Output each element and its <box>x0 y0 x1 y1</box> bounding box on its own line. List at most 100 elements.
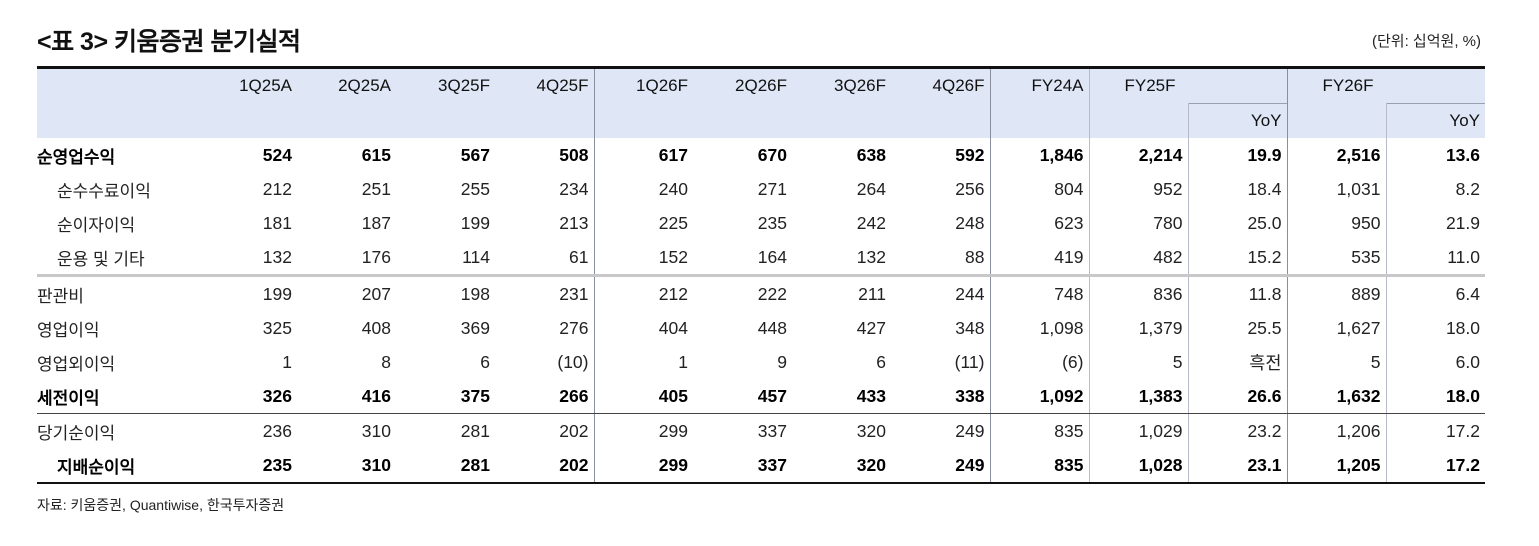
cell-value: 26.6 <box>1188 379 1288 414</box>
cell-value: 248 <box>891 206 991 240</box>
cell-value: 889 <box>1287 275 1387 311</box>
cell-value: 299 <box>594 448 693 484</box>
header-blank <box>37 66 198 104</box>
cell-value: 457 <box>693 379 792 414</box>
cell-value: 213 <box>495 206 595 240</box>
cell-value: 1,028 <box>1089 448 1189 484</box>
cell-value: 748 <box>990 275 1090 311</box>
cell-value: 1,092 <box>990 379 1090 414</box>
col-header: 3Q26F <box>792 66 891 104</box>
col-header: 3Q25F <box>396 66 495 104</box>
cell-value: 222 <box>757 283 787 304</box>
cell-value: 950 <box>1287 206 1387 240</box>
row-label: 영업외이익 <box>37 354 116 374</box>
cell-value: 132 <box>198 240 297 277</box>
cell-value: 18.0 <box>1386 379 1485 414</box>
cell-value: 61 <box>495 240 595 277</box>
cell-value: 508 <box>495 138 595 172</box>
col-header: FY24A <box>990 66 1090 104</box>
cell-value: 592 <box>891 138 991 172</box>
cell-value: 242 <box>856 212 886 233</box>
cell-value: 326 <box>198 379 297 414</box>
cell-value: 176 <box>297 240 396 277</box>
cell-value: 흑전 <box>1188 345 1288 379</box>
cell-value: 1,379 <box>1089 311 1189 345</box>
col-header-yoy: YoY <box>1386 103 1485 138</box>
row-label: 세전이익 <box>37 379 198 414</box>
cell-value: 348 <box>891 311 991 345</box>
cell-value: 320 <box>792 448 891 484</box>
cell-value: 187 <box>361 212 391 233</box>
cell-value: 244 <box>891 275 991 311</box>
cell-value: 249 <box>891 448 991 484</box>
cell-value: 6 <box>876 351 886 372</box>
cell-value: 255 <box>460 178 490 199</box>
cell-value: 23.2 <box>1188 413 1288 448</box>
cell-value: 152 <box>594 240 693 277</box>
cell-value: 638 <box>856 144 886 165</box>
cell-value: 419 <box>990 240 1090 277</box>
header-row: 1Q25A 2Q25A 3Q25F 4Q25F 1Q26F 2Q26F 3Q26… <box>37 66 1485 104</box>
cell-value: 132 <box>792 240 891 277</box>
table-row: 순수수료이익 212 251 255 234 240 271 264 256 804 952 18.4… <box>37 172 1485 206</box>
table-row: 영업이익 325 408 369 276 404 448 427 348 1,098 1,379 25… <box>37 311 1485 345</box>
cell-value: 249 <box>891 413 991 448</box>
cell-value: 670 <box>757 144 787 165</box>
cell-value: 236 <box>262 420 292 441</box>
col-header: 1Q26F <box>594 66 693 104</box>
cell-value: 836 <box>1089 275 1189 311</box>
cell-value: 21.9 <box>1445 212 1480 233</box>
cell-value: 416 <box>297 379 396 414</box>
cell-value: 1,031 <box>1287 172 1387 206</box>
table-row: 영업외이익 1 8 6 (10) 1 9 6 (11) (6) 5 흑전 5 6.0 <box>37 345 1485 379</box>
cell-value: 235 <box>198 448 297 484</box>
cell-value: 1,627 <box>1287 311 1387 345</box>
cell-value: 8.2 <box>1455 178 1480 199</box>
cell-value: 251 <box>361 178 391 199</box>
cell-value: 212 <box>262 178 292 199</box>
row-label: 영업이익 <box>37 320 100 340</box>
cell-value: 835 <box>990 413 1090 448</box>
cell-value: 1,383 <box>1089 379 1189 414</box>
col-header: 2Q25A <box>297 66 396 104</box>
cell-value: 535 <box>1287 240 1387 277</box>
cell-value: 1,029 <box>1089 413 1189 448</box>
cell-value: 212 <box>658 283 688 304</box>
cell-value: 88 <box>891 240 991 277</box>
cell-value: 325 <box>262 317 292 338</box>
cell-value: 199 <box>262 283 292 304</box>
table-row: 당기순이익 236 310 281 202 299 337 320 249 835 1,029 23.… <box>37 413 1485 448</box>
table-row: 순영업수익 524 615 567 508 617 670 638 592 1,846 2,214 1… <box>37 138 1485 172</box>
cell-value: 235 <box>757 212 787 233</box>
cell-value: 804 <box>990 172 1090 206</box>
cell-value: (6) <box>990 345 1090 379</box>
cell-value: 6.4 <box>1455 283 1480 304</box>
cell-value: 281 <box>460 420 490 441</box>
cell-value: 404 <box>658 317 688 338</box>
cell-value: 337 <box>693 448 792 484</box>
table-row: 지배순이익 235 310 281 202 299 337 320 249 835 1,028 23.… <box>37 448 1485 484</box>
row-label: 순수수료이익 <box>57 181 151 201</box>
row-label: 순이자이익 <box>57 215 136 235</box>
row-label: 운용 및 기타 <box>37 240 198 277</box>
cell-value: 1 <box>282 351 292 372</box>
cell-value: 8 <box>381 351 391 372</box>
cell-value: 231 <box>495 275 595 311</box>
cell-value: 1,205 <box>1287 448 1387 484</box>
cell-value: 9 <box>777 351 787 372</box>
cell-value: 6.0 <box>1455 351 1480 372</box>
cell-value: 13.6 <box>1445 144 1480 165</box>
cell-value: 240 <box>658 178 688 199</box>
col-header: 4Q26F <box>891 66 991 104</box>
col-header: 4Q25F <box>495 66 595 104</box>
cell-value: 25.5 <box>1188 311 1288 345</box>
cell-value: 211 <box>858 283 886 304</box>
cell-value: 271 <box>757 178 787 199</box>
cell-value: 524 <box>262 144 292 165</box>
cell-value: 2,214 <box>1089 138 1189 172</box>
cell-value: 5 <box>1089 345 1189 379</box>
cell-value: 15.2 <box>1188 240 1288 277</box>
row-label: 당기순이익 <box>37 423 116 443</box>
cell-value: 482 <box>1089 240 1189 277</box>
col-header: FY25F <box>1089 66 1288 104</box>
